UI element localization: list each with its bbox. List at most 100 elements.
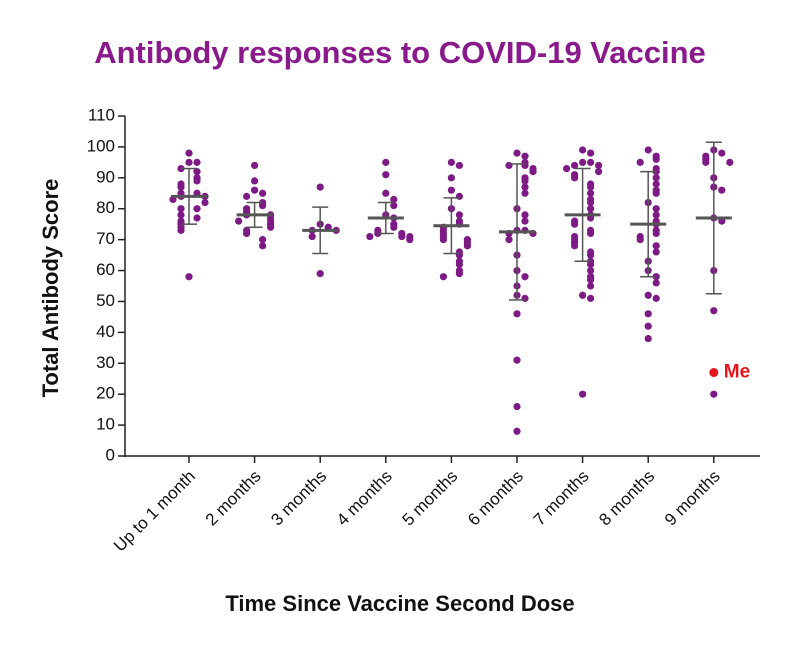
y-tick-label: 110 xyxy=(88,105,115,124)
data-point xyxy=(579,390,587,398)
annotation-label: Me xyxy=(724,362,750,383)
data-point xyxy=(595,168,603,176)
data-point xyxy=(267,223,275,231)
y-tick-label: 60 xyxy=(96,260,115,279)
data-point xyxy=(587,149,595,157)
data-point xyxy=(521,273,529,281)
data-point xyxy=(193,205,201,213)
data-point xyxy=(587,198,595,207)
data-point xyxy=(587,189,595,197)
data-point xyxy=(521,161,529,170)
y-tick-label: 100 xyxy=(87,136,115,155)
data-point xyxy=(652,174,660,182)
data-point xyxy=(251,186,259,194)
x-tick-label: 9 months xyxy=(661,467,724,530)
data-point xyxy=(177,183,185,191)
x-tick-label: 7 months xyxy=(530,467,593,530)
data-point xyxy=(193,168,201,176)
data-point xyxy=(587,229,595,238)
data-point xyxy=(505,161,513,170)
data-point xyxy=(455,161,463,170)
data-point xyxy=(259,236,267,244)
data-point xyxy=(579,291,587,299)
data-point xyxy=(455,251,463,259)
data-point xyxy=(513,310,521,318)
data-point xyxy=(571,220,579,228)
data-point xyxy=(193,214,201,222)
x-tick-label: 4 months xyxy=(333,467,396,530)
data-point xyxy=(521,294,529,302)
data-point xyxy=(652,168,660,176)
data-point xyxy=(571,242,579,250)
data-point xyxy=(406,236,414,244)
data-point xyxy=(652,273,660,281)
data-point xyxy=(455,211,463,219)
data-point xyxy=(652,294,660,302)
x-tick-label: 3 months xyxy=(267,467,330,530)
data-point xyxy=(243,192,251,200)
data-point xyxy=(316,183,324,191)
y-tick-label: 10 xyxy=(96,415,115,434)
data-point xyxy=(308,232,316,241)
y-tick-label: 40 xyxy=(96,322,115,341)
data-point xyxy=(563,164,571,173)
data-point xyxy=(251,177,259,185)
y-tick-label: 70 xyxy=(96,229,115,248)
data-point xyxy=(710,307,718,315)
data-point xyxy=(652,279,660,287)
data-point xyxy=(177,205,185,213)
y-tick-label: 50 xyxy=(96,291,115,310)
data-point xyxy=(587,158,595,166)
data-point xyxy=(177,211,185,219)
data-point xyxy=(595,161,603,170)
data-point xyxy=(505,236,513,244)
data-point xyxy=(185,149,193,157)
data-point xyxy=(521,211,529,219)
data-point xyxy=(718,186,726,194)
data-point xyxy=(390,223,398,231)
data-point xyxy=(571,174,579,182)
y-tick-label: 0 xyxy=(106,445,115,464)
data-point xyxy=(463,242,471,250)
data-point xyxy=(726,158,734,166)
data-point xyxy=(587,251,595,259)
data-point xyxy=(521,152,529,160)
highlight-point xyxy=(709,368,719,378)
data-point xyxy=(455,192,463,200)
data-point xyxy=(521,189,529,197)
data-point xyxy=(652,229,660,238)
data-point xyxy=(201,198,209,207)
data-point xyxy=(644,334,652,343)
data-point xyxy=(587,260,595,268)
y-tick-label: 90 xyxy=(96,167,115,186)
data-point xyxy=(513,402,521,411)
data-point xyxy=(382,158,390,166)
data-point xyxy=(259,189,267,197)
data-point xyxy=(587,294,595,302)
data-point xyxy=(587,276,595,284)
data-point xyxy=(644,146,652,154)
data-point xyxy=(710,390,718,398)
data-point xyxy=(718,149,726,157)
data-point xyxy=(390,202,398,210)
data-point xyxy=(259,242,267,250)
data-point xyxy=(644,322,652,330)
y-tick-label: 80 xyxy=(96,198,115,217)
data-point xyxy=(587,282,595,290)
data-point xyxy=(521,217,529,225)
data-point xyxy=(529,168,537,176)
data-point xyxy=(316,270,324,278)
chart-title: Antibody responses to COVID-19 Vaccine xyxy=(94,35,706,70)
x-tick-label: 6 months xyxy=(464,467,527,530)
data-point xyxy=(390,195,398,204)
data-point xyxy=(579,146,587,154)
data-point xyxy=(177,226,185,234)
y-axis-title: Total Antibody Score xyxy=(38,179,63,398)
data-point xyxy=(447,186,455,194)
data-point xyxy=(439,273,447,281)
data-point xyxy=(193,177,201,185)
data-point xyxy=(652,248,660,256)
data-point xyxy=(513,149,521,157)
data-point xyxy=(521,177,529,185)
